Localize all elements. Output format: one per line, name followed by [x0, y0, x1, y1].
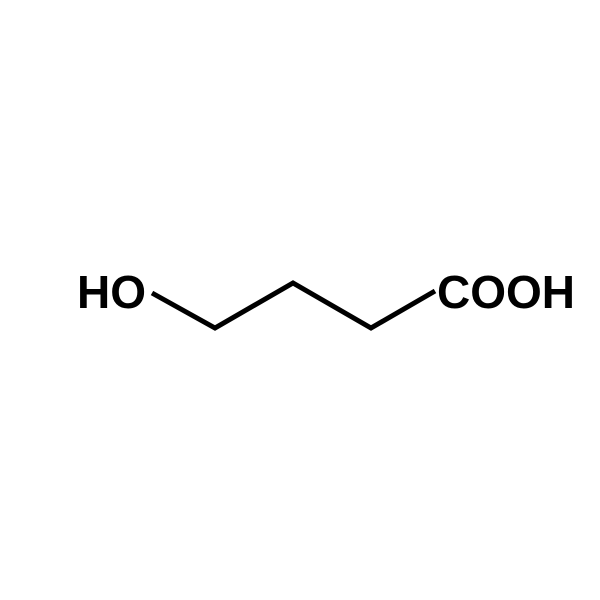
bond-backbone [152, 283, 435, 328]
label-right-carboxyl: COOH [437, 266, 575, 318]
molecule-diagram: HO COOH [0, 0, 600, 600]
label-left-hydroxyl: HO [77, 266, 146, 318]
